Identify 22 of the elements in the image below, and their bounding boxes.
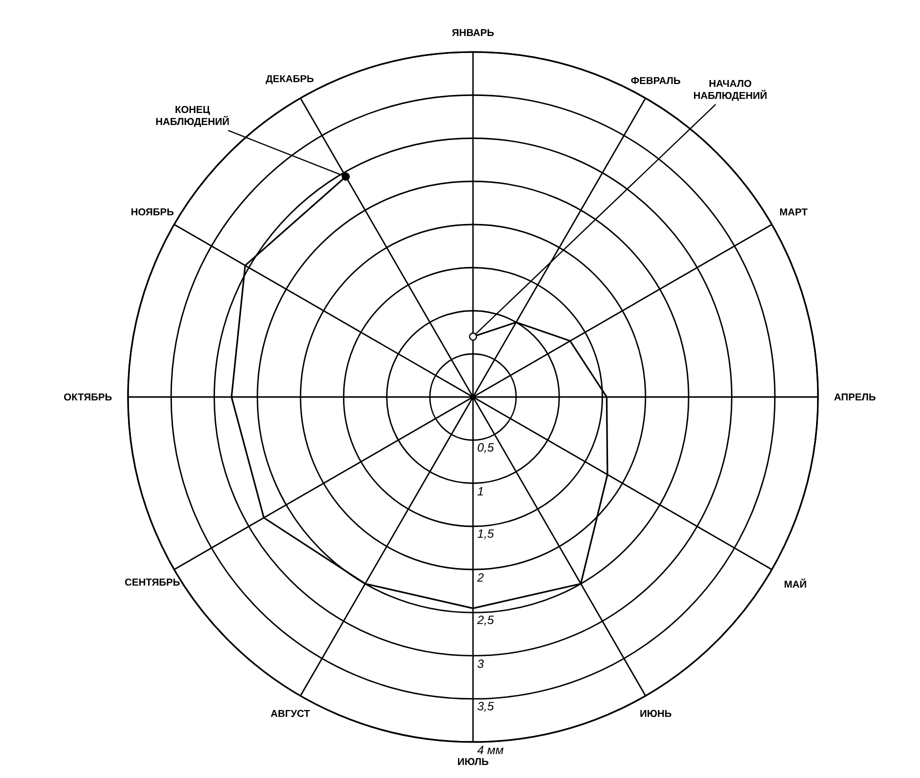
spoke-label: АПРЕЛЬ xyxy=(834,394,876,400)
y-tick-label: 0,5 xyxy=(478,443,494,454)
spoke-label: ЯНВАРЬ xyxy=(452,29,494,36)
y-tick-label: 2,5 xyxy=(477,616,494,626)
spoke-label: ФЕВРАЛЬ xyxy=(631,77,680,84)
y-tick-label: 1,5 xyxy=(478,529,494,540)
text: КОНЕЦ НАБЛЮДЕНИЙ xyxy=(156,106,229,127)
spoke-label: АВГУСТ xyxy=(270,710,310,717)
spoke-label: СЕНТЯБРЬ xyxy=(125,578,180,586)
y-tick-label: 3 xyxy=(477,659,484,668)
spoke-label: НОЯБРЬ xyxy=(131,208,174,216)
spoke-label: ИЮНЬ xyxy=(640,710,672,717)
y-tick-label: 1 xyxy=(478,487,483,496)
spoke-label: ДЕКАБРЬ xyxy=(266,75,314,84)
text: НАЧАЛО НАБЛЮДЕНИЙ xyxy=(694,80,767,101)
spoke-label: МАРТ xyxy=(780,208,808,216)
y-tick-label: 2 xyxy=(477,573,484,582)
spoke-label: ОКТЯБРЬ xyxy=(64,393,112,401)
spoke-label: ИЮЛЬ xyxy=(458,758,488,766)
y-tick-label: 3,5 xyxy=(477,702,494,712)
spoke-label: МАЙ xyxy=(784,578,806,588)
y-tick-label: 4 мм xyxy=(477,746,504,754)
